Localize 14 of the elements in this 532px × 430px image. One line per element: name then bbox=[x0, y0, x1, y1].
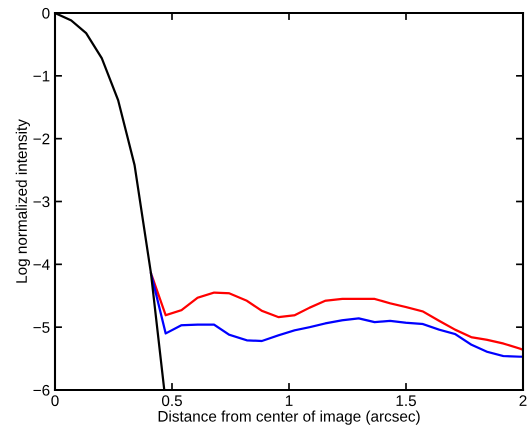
y-tick-label: −3 bbox=[33, 196, 50, 208]
y-tick-label: −6 bbox=[33, 384, 50, 396]
y-tick-label: 0 bbox=[42, 8, 50, 19]
y-tick-label: −1 bbox=[33, 70, 50, 82]
x-tick-label: 1.5 bbox=[396, 395, 416, 406]
x-tick-label: 0.5 bbox=[162, 395, 182, 406]
y-tick-label: −2 bbox=[33, 134, 50, 144]
y-axis-title: Log normalized intensity bbox=[16, 119, 30, 283]
x-tick-label: 0 bbox=[51, 395, 59, 406]
y-tick-label: −4 bbox=[33, 259, 50, 270]
y-tick-label: −5 bbox=[33, 322, 50, 333]
x-tick-label: 1 bbox=[286, 395, 293, 406]
x-axis-title: Distance from center of image (arcsec) bbox=[158, 410, 420, 425]
x-tick-label: 2 bbox=[520, 395, 526, 406]
